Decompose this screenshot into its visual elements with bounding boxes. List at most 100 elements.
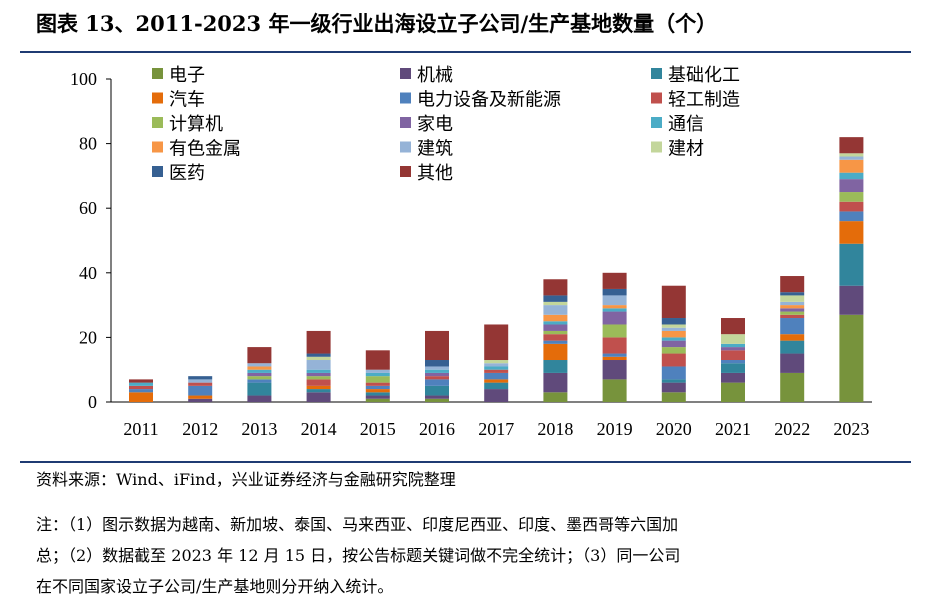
bar-segment — [247, 372, 272, 377]
bar-segment — [721, 372, 745, 383]
bar-segment — [543, 360, 568, 373]
bar-segment — [661, 392, 686, 402]
bar-segment — [780, 314, 805, 319]
bar-segment — [839, 314, 864, 402]
bar-segment — [839, 137, 864, 154]
bar-segment — [839, 192, 864, 202]
bar-segment — [425, 369, 449, 373]
bar-segment — [484, 366, 509, 370]
bar-segment — [839, 159, 864, 173]
bar-segment — [661, 285, 686, 319]
legend-swatch — [400, 117, 411, 128]
bar-segment — [543, 334, 568, 341]
bar-segment — [780, 340, 805, 354]
legend-item: 轻工制造 — [651, 90, 740, 110]
legend-swatch — [651, 92, 662, 104]
legend-label: 基础化工 — [668, 65, 740, 85]
bar-segment — [306, 372, 331, 377]
x-tick-label: 2011 — [123, 419, 158, 439]
bar-segment — [129, 385, 153, 390]
bar-segment — [721, 350, 745, 361]
legend-item: 通信 — [651, 114, 704, 134]
legend-label: 有色金属 — [169, 139, 241, 159]
note-line-3: 在不同国家设立子公司/生产基地则分开纳入统计。 — [36, 577, 394, 596]
legend-swatch — [651, 68, 662, 79]
x-tick-label: 2012 — [182, 419, 218, 439]
legend-item: 基础化工 — [651, 65, 740, 85]
legend-item: 其他 — [400, 163, 453, 183]
legend-swatch — [651, 141, 662, 153]
source-text: 资料来源：Wind、iFind，兴业证券经济与金融研究院整理 — [36, 470, 456, 489]
bar-segment — [602, 295, 627, 306]
x-tick-label: 2021 — [715, 419, 751, 439]
y-tick-label: 100 — [70, 69, 97, 89]
y-tick-label: 0 — [88, 392, 97, 412]
bar-segment — [661, 324, 686, 328]
top-divider — [20, 51, 911, 53]
bar-segment — [602, 337, 627, 354]
bar-segment — [839, 285, 864, 315]
legend-swatch — [152, 68, 163, 79]
legend-label: 电子 — [169, 65, 205, 85]
bar-segment — [365, 395, 390, 399]
bar-segment — [425, 395, 449, 399]
legend-item: 电力设备及新能源 — [400, 90, 561, 110]
bar-segment — [188, 385, 213, 396]
bar-segment — [247, 379, 272, 383]
bar-segment — [543, 343, 568, 361]
bar-segment — [365, 376, 390, 383]
bar-segment — [780, 353, 805, 373]
bar-segment — [365, 369, 390, 373]
bar-segment — [721, 360, 745, 364]
legend-item: 电子 — [152, 65, 205, 85]
x-tick-label: 2018 — [537, 419, 573, 439]
legend-item: 家电 — [400, 114, 453, 134]
bar-segment — [839, 201, 864, 212]
bar-segment — [484, 382, 509, 390]
bar-segment — [306, 389, 331, 393]
bar-segment — [484, 360, 509, 364]
legend-label: 计算机 — [169, 114, 223, 134]
bar-segment — [780, 305, 805, 309]
bar-segment — [661, 318, 686, 325]
legend-swatch — [400, 141, 411, 153]
x-tick-label: 2015 — [360, 419, 396, 439]
chart-title: 图表 13、2011-2023 年一级行业出海设立子公司/生产基地数量（个） — [36, 11, 718, 36]
x-tick-label: 2023 — [833, 419, 869, 439]
x-tick-label: 2014 — [301, 419, 337, 439]
legend-swatch — [152, 141, 163, 153]
bar-segment — [602, 288, 627, 296]
y-tick-label: 80 — [79, 134, 97, 154]
bar-segment — [543, 324, 568, 331]
bar-segment — [661, 340, 686, 348]
bar-segment — [543, 330, 568, 335]
bar-segment — [484, 379, 509, 383]
bar-segment — [129, 392, 153, 402]
bar-segment — [543, 392, 568, 402]
bar-segment — [365, 382, 390, 386]
bar-segment — [247, 369, 272, 373]
legend-swatch — [152, 166, 163, 177]
bar-segment — [365, 350, 390, 370]
bar-segment — [780, 311, 805, 315]
legend-swatch — [152, 117, 163, 128]
bar-segment — [661, 382, 686, 393]
x-tick-label: 2017 — [478, 419, 514, 439]
bar-segment — [721, 347, 745, 351]
bar-segment — [839, 172, 864, 180]
bar-segment — [247, 376, 272, 380]
bar-segment — [306, 360, 331, 370]
bar-segment — [780, 318, 805, 335]
bar-segment — [484, 369, 509, 373]
legend-item: 计算机 — [152, 114, 223, 134]
legend-item: 汽车 — [152, 90, 205, 110]
legend-label: 其他 — [417, 163, 453, 183]
bar-segment — [721, 343, 745, 348]
legend-swatch — [400, 166, 411, 177]
bar-segment — [484, 363, 509, 367]
bar-segment — [306, 385, 331, 390]
bar-segment — [306, 330, 331, 354]
bar-segment — [129, 382, 153, 386]
bar-segment — [602, 353, 627, 357]
